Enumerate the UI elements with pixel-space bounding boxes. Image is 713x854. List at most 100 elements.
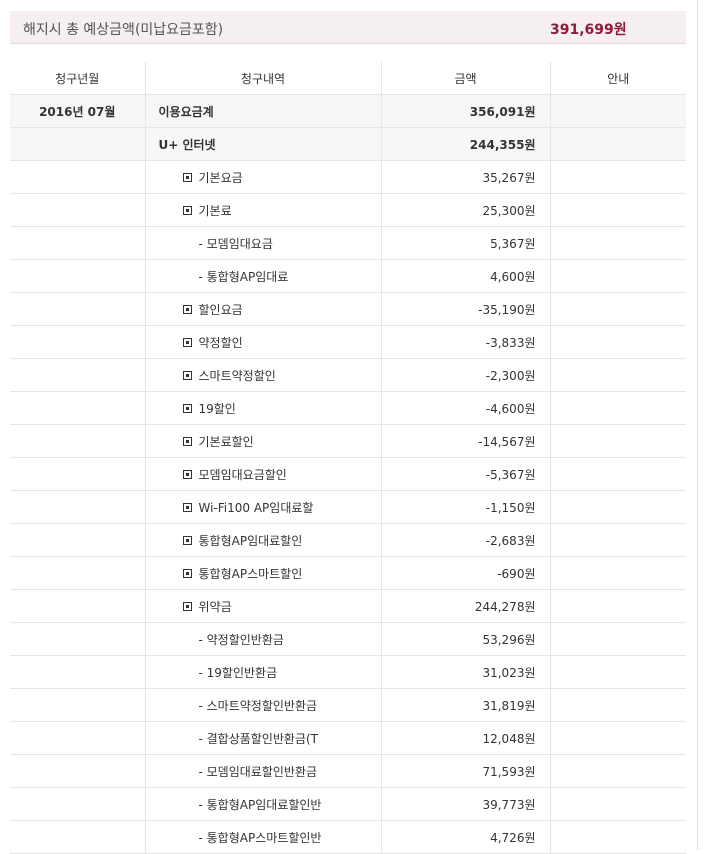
total-estimate-label: 해지시 총 예상금액(미납요금포함) bbox=[23, 22, 224, 38]
cell-month bbox=[10, 457, 145, 491]
table-row: 위약금 244,278원 bbox=[10, 589, 686, 623]
item-label: 19할인 bbox=[198, 401, 236, 416]
cell-item: - 통합형AP임대료할인반 bbox=[144, 787, 381, 821]
collapse-box-icon bbox=[182, 403, 192, 413]
cell-amount: -2,300원 bbox=[380, 358, 550, 392]
item-label: - 통합형AP임대료할인반 bbox=[198, 797, 322, 812]
cell-item: - 모뎀임대요금 bbox=[144, 226, 381, 260]
cell-month bbox=[10, 787, 145, 821]
cell-item: 19할인 bbox=[144, 391, 381, 425]
cell-amount: 12,048원 bbox=[380, 721, 550, 755]
collapse-box-icon bbox=[182, 172, 192, 182]
cell-info bbox=[549, 721, 686, 755]
cell-item: Wi-Fi100 AP임대료할 bbox=[144, 490, 381, 524]
collapse-box-icon bbox=[182, 469, 192, 479]
cell-info bbox=[549, 94, 686, 128]
cell-item: - 스마트약정할인반환금 bbox=[144, 688, 381, 722]
cell-item: 약정할인 bbox=[144, 325, 381, 359]
cell-month bbox=[10, 424, 145, 458]
item-label: 통합형AP임대료할인 bbox=[198, 533, 303, 548]
cell-month bbox=[10, 622, 145, 656]
cell-item: 기본요금 bbox=[144, 160, 381, 194]
cell-item: - 약정할인반환금 bbox=[144, 622, 381, 656]
item-label: 통합형AP스마트할인 bbox=[198, 566, 303, 581]
cell-month bbox=[10, 523, 145, 557]
cell-month bbox=[10, 193, 145, 227]
collapse-box-icon bbox=[182, 370, 192, 380]
table-row: - 통합형AP스마트할인반 4,726원 bbox=[10, 820, 686, 854]
table-row: 모뎀임대요금할인 -5,367원 bbox=[10, 457, 686, 491]
cell-item: - 모뎀임대료할인반환금 bbox=[144, 754, 381, 788]
cell-item: 기본료 bbox=[144, 193, 381, 227]
header-item: 청구내역 bbox=[144, 62, 381, 95]
cell-amount: 4,726원 bbox=[380, 820, 550, 854]
table-row: 약정할인 -3,833원 bbox=[10, 325, 686, 359]
item-label: - 모뎀임대료할인반환금 bbox=[198, 764, 318, 779]
table-row: 2016년 07월 이용요금계 356,091원 bbox=[10, 94, 686, 128]
item-label: 할인요금 bbox=[198, 302, 243, 317]
cell-info bbox=[549, 259, 686, 293]
cell-amount: 35,267원 bbox=[380, 160, 550, 194]
cell-amount: -5,367원 bbox=[380, 457, 550, 491]
cell-item: - 통합형AP임대료 bbox=[144, 259, 381, 293]
cell-item: 이용요금계 bbox=[144, 94, 381, 128]
cell-amount: 356,091원 bbox=[380, 94, 550, 128]
item-label: 스마트약정할인 bbox=[198, 368, 276, 383]
item-label: U+ 인터넷 bbox=[158, 137, 216, 152]
collapse-box-icon bbox=[182, 436, 192, 446]
table-row: - 19할인반환금 31,023원 bbox=[10, 655, 686, 689]
table-header: 청구년월 청구내역 금액 안내 bbox=[10, 62, 686, 95]
total-estimate-amount: 391,699원 bbox=[550, 22, 627, 38]
cell-info bbox=[549, 490, 686, 524]
cell-info bbox=[549, 226, 686, 260]
cell-amount: -1,150원 bbox=[380, 490, 550, 524]
cell-item: - 19할인반환금 bbox=[144, 655, 381, 689]
cell-amount: 71,593원 bbox=[380, 754, 550, 788]
cell-amount: -690원 bbox=[380, 556, 550, 590]
table-row: 기본료 25,300원 bbox=[10, 193, 686, 227]
item-label: - 통합형AP임대료 bbox=[198, 269, 289, 284]
item-label: - 결합상품할인반환금(T bbox=[198, 731, 319, 746]
cell-info bbox=[549, 523, 686, 557]
table-row: - 스마트약정할인반환금 31,819원 bbox=[10, 688, 686, 722]
cell-month bbox=[10, 721, 145, 755]
cell-item: 스마트약정할인 bbox=[144, 358, 381, 392]
table-row: - 모뎀임대요금 5,367원 bbox=[10, 226, 686, 260]
cell-month bbox=[10, 325, 145, 359]
cell-amount: 31,023원 bbox=[380, 655, 550, 689]
cell-month: 2016년 07월 bbox=[10, 94, 145, 128]
collapse-box-icon bbox=[182, 304, 192, 314]
item-label: - 스마트약정할인반환금 bbox=[198, 698, 318, 713]
scrollbar-edge bbox=[697, 0, 698, 850]
cell-info bbox=[549, 292, 686, 326]
cell-info bbox=[549, 160, 686, 194]
item-label: - 약정할인반환금 bbox=[198, 632, 284, 647]
cell-amount: -3,833원 bbox=[380, 325, 550, 359]
cell-info bbox=[549, 457, 686, 491]
cell-item: 기본료할인 bbox=[144, 424, 381, 458]
cell-info bbox=[549, 325, 686, 359]
cell-info bbox=[549, 820, 686, 854]
cell-month bbox=[10, 391, 145, 425]
cell-amount: 244,278원 bbox=[380, 589, 550, 623]
table-row: - 모뎀임대료할인반환금 71,593원 bbox=[10, 754, 686, 788]
table-row: 통합형AP임대료할인 -2,683원 bbox=[10, 523, 686, 557]
cell-info bbox=[549, 556, 686, 590]
table-row: 스마트약정할인 -2,300원 bbox=[10, 358, 686, 392]
header-amount: 금액 bbox=[380, 62, 550, 95]
table-row: U+ 인터넷 244,355원 bbox=[10, 127, 686, 161]
cell-month bbox=[10, 655, 145, 689]
total-estimate-banner: 해지시 총 예상금액(미납요금포함) 391,699원 bbox=[10, 11, 686, 44]
cell-item: U+ 인터넷 bbox=[144, 127, 381, 161]
cell-month bbox=[10, 754, 145, 788]
cell-amount: -35,190원 bbox=[380, 292, 550, 326]
cell-item: 위약금 bbox=[144, 589, 381, 623]
item-label: Wi-Fi100 AP임대료할 bbox=[198, 500, 314, 515]
cell-info bbox=[549, 589, 686, 623]
cell-month bbox=[10, 226, 145, 260]
header-info: 안내 bbox=[549, 62, 686, 95]
cell-item: 통합형AP스마트할인 bbox=[144, 556, 381, 590]
cell-amount: 4,600원 bbox=[380, 259, 550, 293]
collapse-box-icon bbox=[182, 337, 192, 347]
item-label: - 19할인반환금 bbox=[198, 665, 278, 680]
